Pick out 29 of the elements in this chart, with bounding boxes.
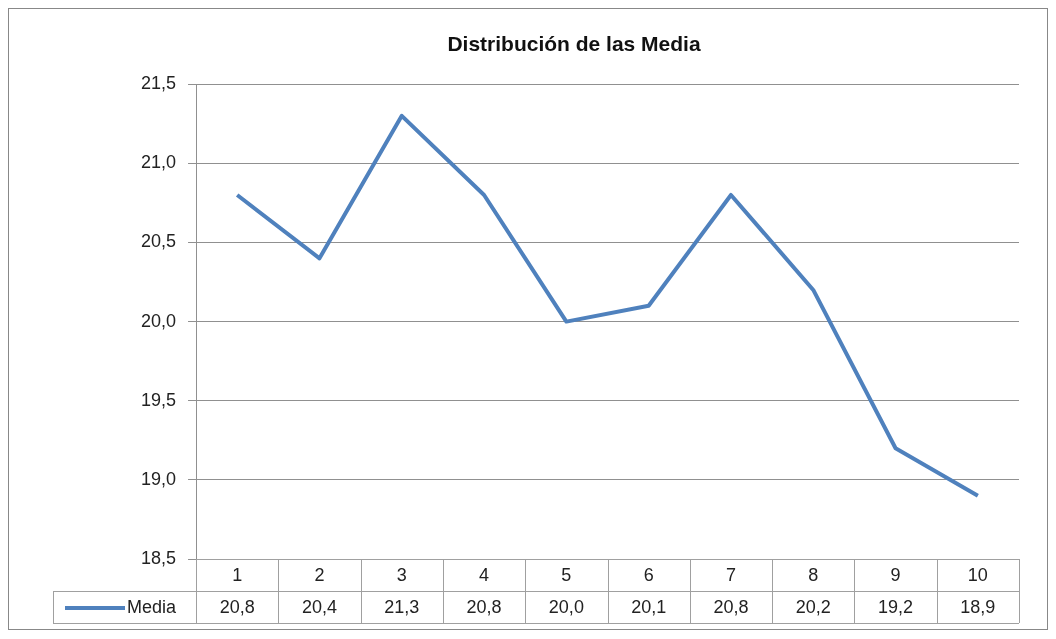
y-tick-label: 21,0 [140, 152, 177, 173]
data-label: 20,2 [795, 596, 831, 617]
x-tick-label: 3 [396, 564, 407, 585]
chart-title: Distribución de las Media [447, 32, 701, 56]
x-tick-label: 5 [561, 564, 572, 585]
y-tick-label: 19,0 [140, 468, 177, 489]
y-tick-label: 20,5 [140, 231, 177, 252]
data-label: 20,1 [631, 596, 667, 617]
data-label: 20,8 [219, 596, 255, 617]
legend-label: Media [127, 596, 178, 617]
x-tick-label: 1 [232, 564, 243, 585]
y-tick-label: 20,0 [140, 310, 177, 331]
data-label: 20,8 [466, 596, 502, 617]
x-tick-label: 2 [314, 564, 325, 585]
data-label: 20,0 [548, 596, 584, 617]
data-label: 20,4 [301, 596, 337, 617]
x-tick-label: 6 [643, 564, 654, 585]
data-label: 18,9 [960, 596, 996, 617]
y-tick-label: 18,5 [140, 547, 177, 568]
y-tick-label: 19,5 [140, 389, 177, 410]
x-tick-label: 7 [725, 564, 736, 585]
x-tick-label: 8 [808, 564, 819, 585]
data-label: 21,3 [384, 596, 420, 617]
y-tick-label: 21,5 [140, 73, 177, 94]
x-tick-label: 10 [967, 564, 988, 585]
x-tick-label: 4 [479, 564, 490, 585]
x-tick-label: 9 [890, 564, 901, 585]
data-label: 20,8 [713, 596, 749, 617]
data-label: 19,2 [878, 596, 914, 617]
